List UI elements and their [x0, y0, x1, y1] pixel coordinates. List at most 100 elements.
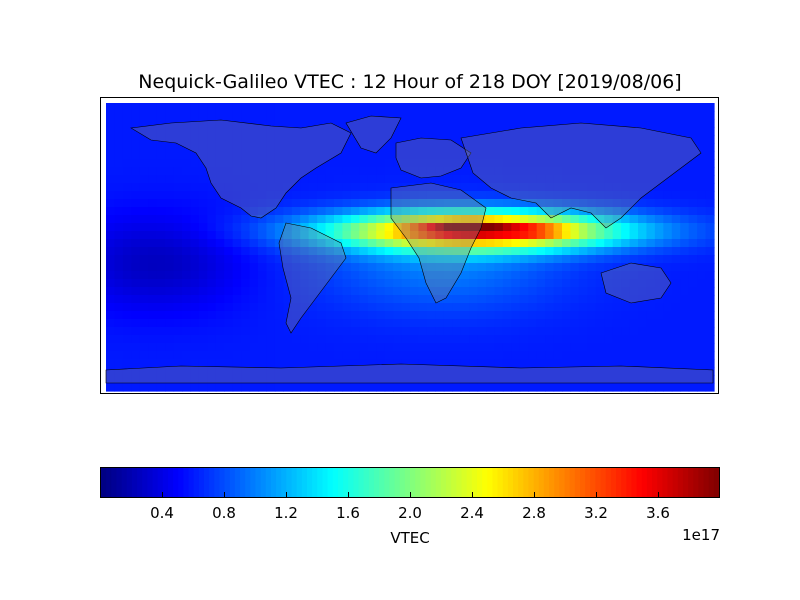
heatmap-cell	[587, 159, 597, 168]
heatmap-cell	[393, 303, 403, 312]
heatmap-cell	[587, 255, 597, 264]
heatmap-cell	[367, 175, 377, 184]
heatmap-cell	[477, 135, 487, 144]
heatmap-cell	[519, 287, 529, 296]
heatmap-cell	[536, 279, 546, 288]
heatmap-cell	[587, 223, 597, 232]
heatmap-cell	[148, 159, 158, 168]
heatmap-cell	[122, 351, 132, 360]
heatmap-cell	[587, 335, 597, 344]
heatmap-cell	[705, 159, 715, 168]
heatmap-cell	[663, 303, 673, 312]
heatmap-cell	[401, 295, 411, 304]
heatmap-cell	[148, 175, 158, 184]
heatmap-cell	[359, 151, 369, 160]
heatmap-cell	[553, 335, 563, 344]
heatmap-cell	[207, 111, 217, 120]
heatmap-cell	[443, 279, 453, 288]
heatmap-cell	[410, 319, 420, 328]
heatmap-cell	[401, 223, 411, 232]
heatmap-cell	[317, 111, 327, 120]
heatmap-cell	[469, 367, 479, 376]
heatmap-cell	[426, 199, 436, 208]
heatmap-cell	[367, 191, 377, 200]
heatmap-cell	[536, 151, 546, 160]
heatmap-cell	[477, 127, 487, 136]
heatmap-cell	[545, 135, 555, 144]
heatmap-cell	[114, 167, 124, 176]
heatmap-cell	[638, 175, 648, 184]
heatmap-cell	[443, 287, 453, 296]
heatmap-cell	[494, 151, 504, 160]
heatmap-cell	[435, 223, 445, 232]
asia	[460, 122, 702, 229]
heatmap-cell	[697, 279, 707, 288]
heatmap-cell	[604, 287, 614, 296]
heatmap-cell	[224, 175, 234, 184]
heatmap-cell	[452, 183, 462, 192]
heatmap-cell	[350, 279, 360, 288]
heatmap-cell	[486, 167, 496, 176]
heatmap-cell	[207, 143, 217, 152]
heatmap-cell	[452, 351, 462, 360]
colorbar-tick-mark	[472, 492, 473, 497]
heatmap-cell	[207, 207, 217, 216]
heatmap-cell	[291, 231, 301, 240]
heatmap-cell	[654, 383, 664, 392]
heatmap-cell	[283, 255, 293, 264]
heatmap-cell	[215, 191, 225, 200]
heatmap-cell	[604, 191, 614, 200]
heatmap-cell	[122, 279, 132, 288]
heatmap-cell	[274, 303, 284, 312]
heatmap-cell	[249, 311, 259, 320]
heatmap-cell	[376, 135, 386, 144]
heatmap-cell	[612, 295, 622, 304]
heatmap-cell	[266, 271, 276, 280]
heatmap-cell	[452, 239, 462, 248]
heatmap-cell	[562, 303, 572, 312]
colorbar-segment	[173, 468, 179, 497]
heatmap-cell	[207, 239, 217, 248]
heatmap-cell	[536, 231, 546, 240]
heatmap-cell	[410, 127, 420, 136]
heatmap-cell	[621, 247, 631, 256]
heatmap-cell	[182, 207, 192, 216]
heatmap-cell	[646, 375, 656, 384]
heatmap-cell	[646, 351, 656, 360]
heatmap-cell	[376, 271, 386, 280]
heatmap-cell	[122, 287, 132, 296]
heatmap-cell	[258, 231, 268, 240]
heatmap-cell	[283, 351, 293, 360]
heatmap-cell	[317, 135, 327, 144]
heatmap-cell	[469, 207, 479, 216]
heatmap-cell	[258, 319, 268, 328]
heatmap-cell	[705, 359, 715, 368]
heatmap-cell	[452, 215, 462, 224]
heatmap-cell	[477, 159, 487, 168]
heatmap-cell	[367, 335, 377, 344]
heatmap-cell	[148, 383, 158, 392]
heatmap-cell	[528, 327, 538, 336]
heatmap-cell	[418, 279, 428, 288]
colorbar-segment	[497, 468, 504, 497]
heatmap-cell	[410, 351, 420, 360]
heatmap-cell	[283, 191, 293, 200]
heatmap-cell	[308, 247, 318, 256]
heatmap-cell	[249, 135, 259, 144]
heatmap-cell	[173, 287, 183, 296]
colorbar-segment	[559, 468, 566, 497]
heatmap-cell	[139, 327, 149, 336]
heatmap-cell	[325, 295, 335, 304]
heatmap-cell	[553, 351, 563, 360]
heatmap-cell	[198, 311, 208, 320]
heatmap-cell	[207, 127, 217, 136]
heatmap-cell	[131, 215, 141, 224]
heatmap-cell	[401, 111, 411, 120]
heatmap-cell	[511, 319, 521, 328]
heatmap-cell	[376, 111, 386, 120]
heatmap-cell	[122, 383, 132, 392]
heatmap-cell	[291, 327, 301, 336]
heatmap-cell	[291, 247, 301, 256]
heatmap-cell	[325, 311, 335, 320]
heatmap-cell	[460, 295, 470, 304]
